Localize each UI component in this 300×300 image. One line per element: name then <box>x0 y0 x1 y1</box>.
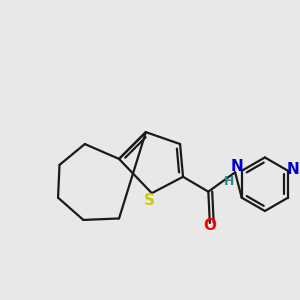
Text: N: N <box>230 160 243 175</box>
Text: H: H <box>224 175 234 188</box>
Text: S: S <box>144 193 155 208</box>
Text: N: N <box>287 162 300 177</box>
Text: O: O <box>203 218 216 233</box>
